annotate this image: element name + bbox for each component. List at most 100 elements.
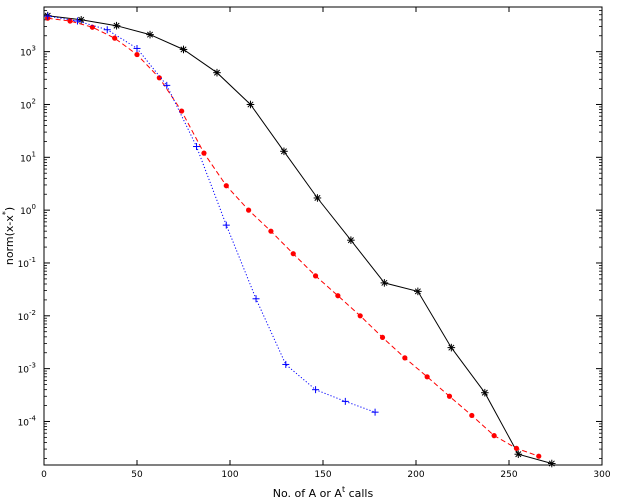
data-point — [380, 279, 389, 287]
data-point — [73, 17, 81, 25]
y-tick-label-base: 10 — [18, 366, 30, 376]
data-point — [156, 75, 162, 81]
y-tick-label-base: 10 — [20, 207, 32, 217]
data-point — [223, 183, 229, 189]
data-point — [246, 100, 255, 109]
y-tick-label-base: 10 — [20, 154, 32, 164]
data-point — [312, 273, 319, 279]
data-point — [481, 388, 489, 397]
data-point-stroke — [280, 148, 287, 155]
data-point — [112, 35, 118, 41]
y-tick-label-base: 10 — [18, 313, 30, 323]
data-point-stroke — [381, 279, 388, 286]
y-tick-label: 10-4 — [18, 414, 37, 428]
data-point-stroke — [146, 31, 154, 38]
data-point-stroke — [213, 69, 221, 76]
data-point — [335, 293, 341, 299]
data-point — [282, 360, 290, 368]
data-point-stroke — [448, 344, 455, 351]
y-tick-label: 100 — [20, 203, 36, 217]
data-point — [77, 16, 85, 24]
x-tick-label: 300 — [593, 470, 610, 480]
x-axis-label: No. of A or At calls — [273, 485, 374, 500]
data-point — [547, 459, 556, 468]
data-point — [163, 81, 171, 89]
data-point-stroke — [180, 46, 187, 53]
data-point — [201, 150, 207, 156]
data-point — [112, 21, 121, 30]
data-point — [513, 445, 520, 451]
y-tick-label-exponent: -4 — [29, 414, 37, 422]
y-tick-label: 101 — [20, 150, 36, 164]
data-point — [290, 251, 296, 257]
data-point — [514, 450, 523, 459]
x-tick-label: 0 — [41, 470, 47, 480]
data-point-stroke — [247, 101, 254, 108]
series-2 — [45, 15, 542, 459]
y-tick-label-base: 10 — [18, 418, 30, 428]
y-tick-label-exponent: 0 — [32, 203, 36, 211]
y-tick-label: 102 — [20, 97, 36, 111]
y-tick-label: 10-3 — [18, 362, 36, 376]
y-tick-label: 103 — [20, 45, 36, 59]
x-tick-label: 50 — [131, 470, 143, 480]
data-point — [280, 147, 288, 156]
x-tick-label: 100 — [221, 470, 238, 480]
data-point — [134, 51, 140, 58]
data-point — [491, 433, 497, 439]
data-point — [193, 143, 201, 151]
data-point — [133, 44, 141, 52]
data-point-stroke — [481, 389, 488, 396]
plot-area — [43, 6, 603, 466]
data-point — [222, 221, 230, 229]
data-point — [414, 287, 422, 296]
data-point — [213, 68, 221, 77]
data-point-stroke — [347, 237, 354, 244]
data-point — [179, 45, 188, 54]
y-tick-label-exponent: 2 — [32, 97, 36, 105]
x-axis-ticks: 0 50 100 150 200 250 300 — [41, 7, 611, 480]
data-point — [347, 236, 355, 244]
data-point — [89, 24, 95, 30]
data-point — [246, 207, 252, 213]
data-point-stroke — [548, 460, 555, 467]
y-tick-label: 10-2 — [18, 309, 36, 323]
x-axis-label-superscript: t — [342, 485, 345, 494]
data-point — [357, 313, 363, 319]
data-point — [424, 374, 430, 380]
series-line — [47, 15, 552, 464]
y-tick-label-base: 10 — [18, 260, 30, 270]
data-point — [536, 453, 542, 459]
data-point — [252, 295, 260, 303]
data-point — [146, 30, 154, 39]
y-tick-label-exponent: 1 — [32, 150, 36, 158]
x-tick-label: 250 — [500, 470, 517, 480]
data-point — [44, 12, 52, 20]
data-point-stroke — [314, 194, 321, 202]
data-point — [447, 343, 456, 352]
x-tick-label: 150 — [314, 470, 331, 480]
y-tick-label-exponent: -3 — [29, 362, 36, 370]
y-axis-label-superscript: * — [1, 211, 10, 215]
x-tick-label: 200 — [407, 470, 424, 480]
y-tick-label-exponent: 3 — [32, 45, 36, 53]
data-point — [312, 386, 320, 394]
y-tick-label-exponent: -1 — [29, 256, 36, 264]
series-line — [47, 15, 376, 413]
series-layer — [43, 11, 556, 468]
y-tick-label-exponent: -2 — [29, 309, 36, 317]
y-axis-label: norm(x-x*) — [1, 207, 16, 265]
data-point — [179, 108, 185, 114]
data-point — [469, 412, 475, 419]
data-point — [313, 194, 322, 202]
data-point — [371, 408, 379, 416]
series-3 — [44, 12, 379, 416]
data-point — [379, 334, 386, 341]
y-tick-label: 10-1 — [18, 256, 36, 270]
data-point — [402, 355, 408, 361]
data-point — [67, 18, 73, 24]
y-tick-label-base: 10 — [20, 49, 32, 59]
data-point — [103, 26, 111, 34]
